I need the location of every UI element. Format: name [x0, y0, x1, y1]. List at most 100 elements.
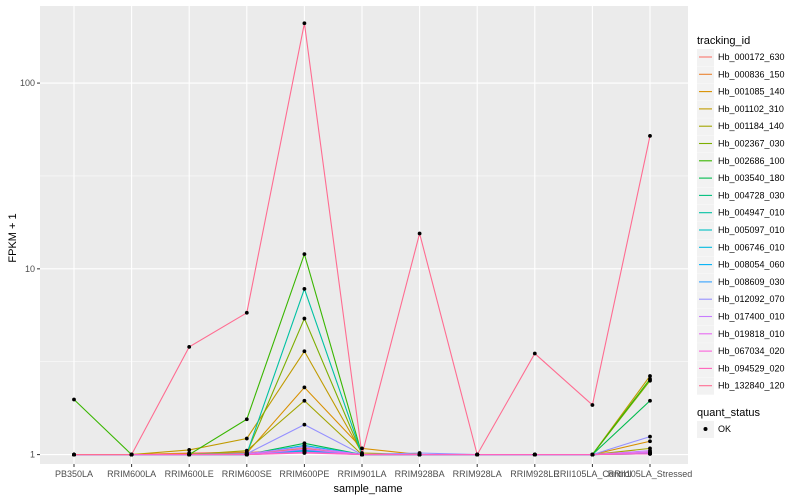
x-axis: PB350LA RRIM600LA RRIM600LE RRIM600SE RRIM60… — [55, 464, 692, 479]
shape-legend: quant_status OK — [697, 407, 760, 438]
legend-label: Hb_000172_630 — [718, 52, 785, 62]
data-point — [417, 452, 422, 457]
legend-item: Hb_012092_070 — [697, 291, 785, 309]
data-point — [72, 452, 76, 457]
data-point — [244, 452, 249, 457]
legend-label: Hb_008054_060 — [718, 260, 785, 270]
data-point — [417, 231, 422, 236]
legend-label: Hb_001085_140 — [718, 87, 785, 97]
legend-item: Hb_001102_310 — [697, 100, 784, 118]
x-tick-label: RRIM600LE — [165, 469, 214, 479]
legend-item: Hb_006746_010 — [697, 239, 785, 257]
data-point — [302, 422, 307, 427]
legend-item: Hb_000836_150 — [697, 66, 785, 84]
data-point — [302, 316, 307, 321]
legend-item: Hb_094529_020 — [697, 360, 785, 378]
legend-label: Hb_008609_030 — [718, 277, 785, 287]
shape-legend-label: OK — [718, 424, 731, 434]
legend-item: Hb_004728_030 — [697, 187, 785, 205]
data-point — [302, 447, 307, 452]
x-tick-label: RRIM600SE — [222, 469, 272, 479]
y-axis: 1 10 100 — [20, 78, 40, 460]
x-tick-label: RRII105LA_Stressed — [608, 469, 693, 479]
legend-label: Hb_132840_120 — [718, 381, 785, 391]
x-tick-label: RRIM928LE — [510, 469, 559, 479]
legend-label: Hb_006746_010 — [718, 242, 785, 252]
data-point — [648, 451, 652, 456]
data-point — [475, 452, 480, 457]
shape-legend-item: OK — [697, 421, 731, 438]
legend-label: Hb_094529_020 — [718, 363, 785, 373]
legend-item: Hb_002686_100 — [697, 152, 785, 170]
data-point — [302, 349, 307, 354]
legend-item: Hb_004947_010 — [697, 204, 785, 222]
x-tick-label: RRII105LA_Control — [553, 469, 631, 479]
legend-label: Hb_002367_030 — [718, 139, 785, 149]
data-point — [187, 452, 192, 457]
x-tick-label: PB350LA — [55, 469, 93, 479]
data-point — [590, 452, 595, 457]
data-point — [72, 397, 76, 402]
x-tick-label: RRIM600LA — [107, 469, 156, 479]
x-tick-label: RRIM928LA — [453, 469, 502, 479]
legend-label: Hb_019818_010 — [718, 329, 785, 339]
data-point — [302, 398, 307, 403]
data-point — [648, 434, 652, 439]
legend-label: Hb_012092_070 — [718, 294, 785, 304]
legend-label: Hb_005097_010 — [718, 225, 785, 235]
data-point — [532, 452, 537, 457]
data-point — [244, 417, 249, 422]
data-point — [302, 385, 307, 390]
legend: tracking_id Hb_000172_630 Hb_000836_150 Hb… — [697, 35, 785, 395]
data-point — [360, 452, 364, 457]
data-point — [187, 344, 192, 349]
data-point — [648, 377, 652, 381]
legend-label: Hb_004728_030 — [718, 190, 785, 200]
data-point — [648, 374, 652, 378]
legend-title: tracking_id — [697, 35, 750, 47]
data-point — [244, 436, 249, 441]
legend-item: Hb_008054_060 — [697, 256, 785, 274]
data-points — [72, 21, 652, 457]
data-point — [360, 446, 364, 451]
legend-item: Hb_005097_010 — [697, 222, 785, 239]
x-tick-label: RRIM928BA — [395, 469, 445, 479]
legend-item: Hb_001085_140 — [697, 83, 785, 101]
data-point — [302, 286, 307, 291]
legend-label: Hb_000836_150 — [718, 69, 785, 79]
legend-item: Hb_001184_140 — [697, 118, 784, 136]
legend-item: Hb_019818_010 — [697, 325, 785, 343]
legend-item: Hb_002367_030 — [697, 135, 785, 153]
legend-item: Hb_017400_010 — [697, 308, 785, 326]
data-point — [244, 310, 249, 315]
y-tick-label: 100 — [20, 78, 35, 88]
x-tick-label: RRIM600PE — [279, 469, 329, 479]
legend-label: Hb_003540_180 — [718, 173, 785, 183]
y-axis-title: FPKM + 1 — [7, 213, 19, 262]
data-point — [648, 133, 652, 138]
legend-label: Hb_067034_020 — [718, 346, 785, 356]
legend-item: Hb_132840_120 — [697, 377, 785, 395]
legend-label: Hb_001102_310 — [718, 104, 784, 114]
data-point — [302, 451, 307, 455]
shape-legend-title: quant_status — [697, 407, 760, 419]
legend-item: Hb_067034_020 — [697, 343, 785, 361]
legend-item: Hb_000172_630 — [697, 49, 785, 66]
legend-item: Hb_008609_030 — [697, 273, 785, 291]
x-axis-title: sample_name — [333, 483, 402, 495]
data-point — [648, 439, 652, 444]
legend-label: Hb_002686_100 — [718, 156, 785, 166]
legend-item: Hb_003540_180 — [697, 170, 785, 188]
data-point — [302, 21, 307, 26]
legend-label: Hb_004947_010 — [718, 208, 785, 218]
data-point — [302, 252, 307, 257]
plot-panel — [40, 6, 688, 464]
y-tick-label: 10 — [25, 264, 35, 274]
data-point — [648, 398, 652, 403]
legend-label: Hb_017400_010 — [718, 312, 785, 322]
data-point — [187, 447, 192, 452]
data-point — [532, 351, 537, 356]
data-point — [590, 403, 595, 407]
x-tick-label: RRIM901LA — [337, 469, 386, 479]
